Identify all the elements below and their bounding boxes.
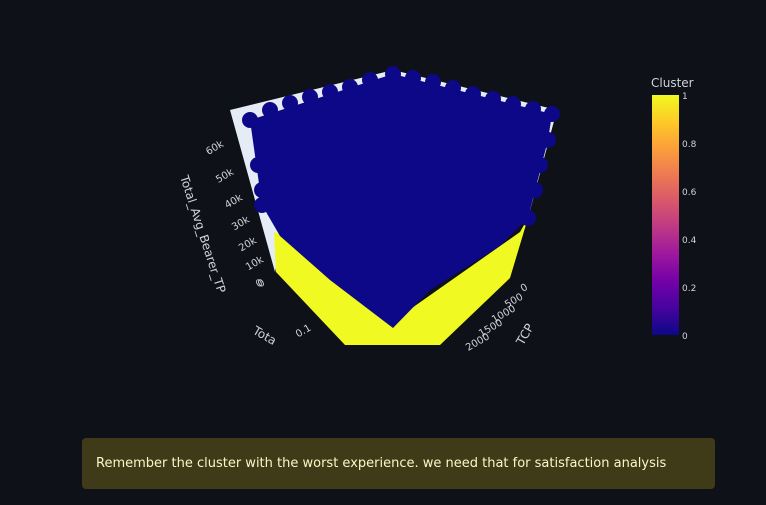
z-axis-title: Total_Avg_Bearer_TP [177,173,229,295]
cluster-0-marker [465,86,481,102]
colorbar-ticks: 0 0.2 0.4 0.6 0.8 1 [682,92,697,342]
colorbar-tick-label: 0.2 [682,284,696,294]
colorbar-tick-label: 0 [682,332,688,342]
cluster-0-marker [362,72,378,88]
x-axis-title: Tota [250,323,279,348]
cluster-0-marker [405,70,421,86]
z-tick-label: 0 [256,277,267,290]
cluster-0-marker [520,210,536,226]
colorbar-tick-label: 0.4 [682,236,697,246]
cluster-0-points [242,66,560,328]
z-tick-label: 30k [230,214,252,233]
colorbar-tick-label: 0.8 [682,140,697,150]
info-alert-text: Remember the cluster with the worst expe… [96,456,667,471]
cluster-0-marker [527,182,543,198]
colorbar: Cluster 0 0.2 0.4 0.6 0.8 1 [651,76,697,342]
cluster-1-points [274,218,528,345]
colorbar-gradient [652,95,679,335]
cluster-0-marker [342,79,358,95]
colorbar-tick-label: 1 [682,92,688,102]
cluster-0-marker [425,74,441,90]
cluster-0-marker [254,132,270,148]
cluster-0-marker [262,102,278,118]
colorbar-title: Cluster [651,76,694,90]
info-alert: Remember the cluster with the worst expe… [82,438,715,489]
cluster-0-marker [254,182,270,198]
z-tick-label: 40k [223,192,245,211]
cluster-0-marker [485,91,501,107]
cluster-0-marker [250,157,266,173]
z-tick-label: 50k [214,167,236,186]
z-tick-label: 20k [237,235,259,254]
cluster-0-marker [282,95,298,111]
cluster-0-marker [540,132,556,148]
cluster-0-marker [544,106,560,122]
cluster-0-marker [254,197,270,213]
colorbar-tick-label: 0.6 [682,188,697,198]
cluster-0-marker [505,96,521,112]
y-tick-label: 0 [519,282,530,295]
cluster-0-marker [525,101,541,117]
y-tick-label: 2000 [464,331,492,353]
cluster-0-marker [242,112,258,128]
z-tick-label: 60k [204,139,226,158]
x-tick-label: 0.1 [294,323,313,340]
cluster-0-marker [322,84,338,100]
y-axis-title: TCP [513,321,537,348]
cluster-0-marker [302,89,318,105]
x-tick-label: 0 [254,277,265,290]
cluster-3d-scatter-chart[interactable]: 0 10k 20k 30k 40k 50k 60k Total_Avg_Bear… [0,0,766,430]
z-tick-label: 10k [244,254,266,273]
cluster-0-marker [445,80,461,96]
cluster-0-marker [385,66,401,82]
cluster-0-marker [532,157,548,173]
